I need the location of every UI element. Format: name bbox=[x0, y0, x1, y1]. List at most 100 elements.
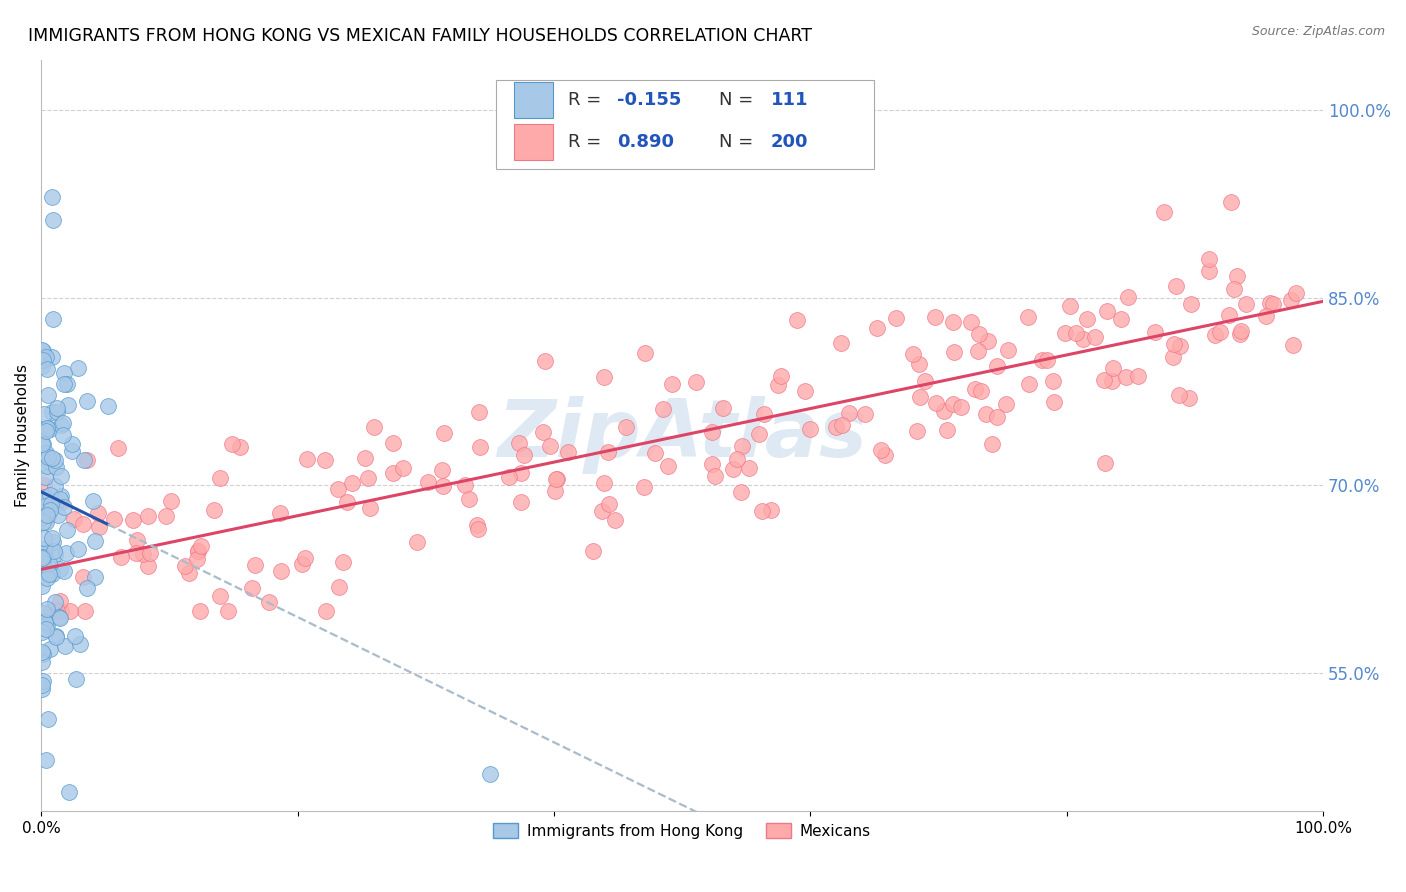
Point bbox=[35, 421, 58, 435]
Point bbox=[924, 310, 946, 324]
Point bbox=[31, 547, 53, 561]
Point bbox=[58, 785, 80, 799]
Point bbox=[44, 459, 66, 474]
Point bbox=[51, 489, 73, 503]
Point bbox=[1035, 353, 1057, 368]
Text: Source: ZipAtlas.com: Source: ZipAtlas.com bbox=[1251, 25, 1385, 38]
Point bbox=[949, 400, 972, 414]
Point bbox=[60, 436, 83, 450]
Point bbox=[1168, 339, 1191, 353]
Point bbox=[37, 618, 59, 632]
Point bbox=[245, 558, 267, 572]
Point bbox=[240, 582, 263, 596]
Point bbox=[122, 513, 145, 527]
Point bbox=[49, 491, 72, 506]
Point bbox=[432, 462, 454, 476]
Point bbox=[544, 483, 567, 498]
Text: N =: N = bbox=[720, 133, 759, 151]
Point bbox=[124, 546, 146, 560]
Point bbox=[46, 508, 69, 523]
Point bbox=[1208, 325, 1230, 339]
Point bbox=[652, 402, 675, 417]
Point bbox=[340, 476, 363, 491]
Point bbox=[32, 407, 55, 421]
Point bbox=[704, 469, 727, 483]
Point bbox=[32, 348, 55, 362]
Point bbox=[35, 515, 58, 529]
Point bbox=[533, 425, 555, 440]
Point bbox=[45, 405, 67, 419]
Point bbox=[32, 673, 55, 688]
Point bbox=[291, 557, 314, 571]
Point bbox=[725, 452, 748, 467]
Point bbox=[986, 409, 1008, 424]
Point bbox=[131, 547, 153, 561]
Point bbox=[69, 637, 91, 651]
Point bbox=[76, 582, 98, 596]
Point bbox=[1279, 293, 1302, 308]
Point bbox=[1168, 388, 1191, 402]
Point bbox=[761, 503, 783, 517]
Point bbox=[73, 604, 96, 618]
Point bbox=[1254, 309, 1277, 323]
Point bbox=[1102, 361, 1125, 376]
Point bbox=[55, 523, 77, 537]
Point bbox=[793, 384, 815, 399]
Point bbox=[657, 459, 679, 474]
Point bbox=[55, 546, 77, 560]
Point bbox=[730, 439, 752, 453]
Point bbox=[605, 513, 627, 527]
Point bbox=[221, 436, 243, 450]
Text: ZipAtlas: ZipAtlas bbox=[498, 396, 868, 475]
Point bbox=[1229, 326, 1251, 341]
Point bbox=[110, 550, 132, 565]
Point bbox=[31, 557, 53, 571]
Point bbox=[1076, 311, 1098, 326]
Point bbox=[44, 479, 66, 493]
Point bbox=[66, 541, 89, 556]
Point bbox=[1109, 311, 1132, 326]
Point bbox=[139, 546, 162, 560]
Point bbox=[35, 616, 58, 631]
Point bbox=[1059, 299, 1081, 313]
Point bbox=[478, 766, 501, 780]
Point bbox=[35, 458, 58, 473]
Point bbox=[35, 446, 58, 460]
Point bbox=[544, 472, 567, 486]
Point bbox=[869, 442, 891, 457]
Point bbox=[174, 558, 197, 573]
Point bbox=[363, 420, 385, 434]
Point bbox=[31, 678, 53, 692]
Point bbox=[37, 509, 59, 524]
Point bbox=[32, 541, 55, 556]
Point bbox=[614, 420, 637, 434]
Point bbox=[32, 477, 55, 491]
Point bbox=[39, 604, 62, 618]
Point bbox=[44, 547, 66, 561]
Point bbox=[295, 452, 318, 467]
Point bbox=[269, 506, 291, 520]
Point bbox=[1180, 297, 1202, 311]
Point bbox=[52, 376, 75, 391]
Text: 0.890: 0.890 bbox=[617, 133, 673, 151]
Point bbox=[723, 462, 745, 476]
Point bbox=[31, 359, 53, 373]
Point bbox=[45, 631, 67, 645]
Point bbox=[700, 458, 723, 472]
Point bbox=[981, 437, 1004, 451]
Point bbox=[35, 350, 58, 364]
Point bbox=[873, 448, 896, 462]
Point bbox=[76, 393, 98, 408]
Point bbox=[31, 655, 53, 669]
Text: -0.155: -0.155 bbox=[617, 91, 681, 109]
Point bbox=[557, 445, 579, 459]
Point bbox=[72, 516, 94, 531]
Point bbox=[967, 326, 990, 341]
Point bbox=[416, 475, 439, 489]
Point bbox=[52, 416, 75, 430]
Point bbox=[208, 471, 231, 485]
Point bbox=[1031, 352, 1053, 367]
Point bbox=[359, 500, 381, 515]
Point bbox=[97, 400, 120, 414]
Point bbox=[970, 384, 993, 398]
